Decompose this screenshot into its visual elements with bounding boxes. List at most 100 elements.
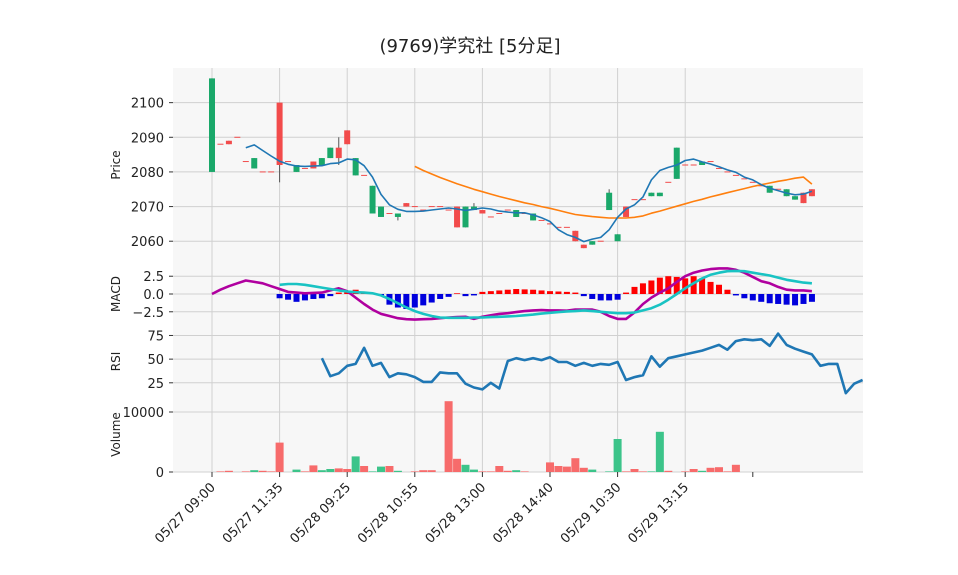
macd-histogram-bar (487, 291, 494, 294)
volume-bar (664, 470, 673, 472)
volume-bar (419, 470, 428, 472)
macd-histogram-bar (437, 294, 444, 299)
volume-bar (647, 471, 656, 472)
chart-title: (9769)学究社 [5分足] (379, 36, 560, 57)
macd-histogram-bar (454, 293, 461, 294)
volume-bar (368, 471, 377, 472)
candle-body (310, 161, 317, 169)
macd-histogram-bar (504, 289, 511, 294)
macd-histogram-bar (749, 294, 756, 301)
volume-bar (562, 466, 571, 472)
volume-bar (715, 467, 723, 472)
candle-body (648, 192, 655, 197)
volume-bar (393, 470, 402, 472)
volume-bar (351, 456, 360, 472)
y-tick-label: 2070 (131, 201, 164, 216)
y-tick-label: 0.0 (143, 288, 164, 303)
macd-histogram-bar (403, 294, 410, 309)
macd-histogram-bar (411, 294, 418, 308)
macd-histogram-bar (614, 294, 621, 300)
panel-price: 2060 2070 2080 2090 2100 Price (109, 68, 863, 262)
volume-bar (453, 458, 462, 472)
candle-body (470, 206, 477, 211)
volume-bar (377, 466, 385, 472)
candle-body (808, 189, 815, 197)
volume-bar (503, 470, 512, 472)
macd-histogram-bar (420, 294, 427, 306)
candle-body (530, 213, 537, 221)
candle-body (352, 158, 359, 176)
x-axis: 05/27 09:00 05/27 11:35 05/28 09:25 05/28 1… (152, 472, 754, 547)
volume-bar (410, 471, 419, 472)
candle-body (699, 161, 706, 165)
volume-bar (554, 466, 563, 472)
volume-bar (275, 442, 284, 472)
macd-histogram-bar (690, 276, 697, 294)
volume-bar (309, 465, 318, 472)
macd-histogram-bar (589, 294, 596, 299)
y-tick-label: 2060 (131, 235, 164, 250)
x-tick-label: 05/28 09:25 (288, 480, 355, 547)
macd-histogram-bar (808, 294, 815, 302)
volume-bar (681, 471, 690, 472)
volume-bar (461, 464, 470, 472)
volume-bar (520, 471, 529, 472)
candle-body (454, 206, 461, 228)
volume-bar (334, 468, 343, 472)
macd-histogram-bar (301, 294, 308, 301)
candle-body (403, 203, 410, 207)
volume-bar (326, 469, 335, 472)
macd-histogram-bar (699, 278, 706, 294)
macd-histogram-bar (394, 294, 401, 308)
volume-bar (579, 467, 588, 472)
macd-histogram-bar (682, 278, 689, 294)
volume-bar (224, 470, 233, 472)
macd-histogram-bar (276, 294, 283, 299)
y-axis-label: RSI (109, 352, 123, 372)
candle-body (369, 185, 376, 214)
macd-histogram-bar (445, 294, 452, 297)
volume-bar (588, 469, 597, 472)
volume-bar (444, 401, 453, 472)
volume-bar (360, 466, 369, 472)
macd-histogram-bar (462, 294, 469, 297)
candle-body (766, 185, 773, 193)
volume-bar (478, 471, 487, 472)
volume-bar (258, 470, 267, 472)
y-tick-label: 10000 (123, 406, 164, 421)
volume-bar (486, 471, 495, 472)
volume-bar (300, 471, 309, 472)
macd-histogram-bar (724, 289, 731, 294)
macd-histogram-bar (555, 291, 562, 294)
macd-histogram-bar (547, 291, 553, 294)
macd-histogram-bar (741, 294, 748, 299)
volume-bar (512, 470, 521, 472)
volume-bar (638, 471, 647, 472)
volume-bar (241, 471, 250, 472)
macd-histogram-bar (792, 294, 799, 306)
macd-histogram-bar (310, 294, 317, 299)
macd-histogram-bar (563, 291, 570, 294)
x-tick-label: 05/29 13:15 (626, 480, 693, 547)
volume-bar (630, 469, 639, 472)
ma-short-line (245, 144, 813, 243)
volume-bar (469, 469, 478, 472)
x-tick-label: 05/27 11:35 (220, 480, 287, 547)
x-tick-label: 05/28 10:55 (355, 480, 422, 547)
candle-body (276, 102, 283, 165)
candle-body (394, 213, 401, 217)
volume-bar (216, 471, 225, 472)
candle-body (673, 147, 680, 179)
macd-histogram-bar (656, 277, 663, 294)
candle-body (606, 192, 613, 211)
x-tick-label: 05/27 09:00 (152, 480, 219, 547)
y-axis-label: MACD (109, 276, 123, 312)
volume-bar (385, 466, 394, 472)
volume-bar (571, 458, 580, 472)
volume-bar (250, 470, 259, 472)
volume-bar (605, 471, 614, 472)
volume-bar (427, 470, 436, 472)
volume-bar (706, 467, 715, 472)
ma-long-line (414, 165, 813, 219)
candle-body (335, 147, 342, 159)
